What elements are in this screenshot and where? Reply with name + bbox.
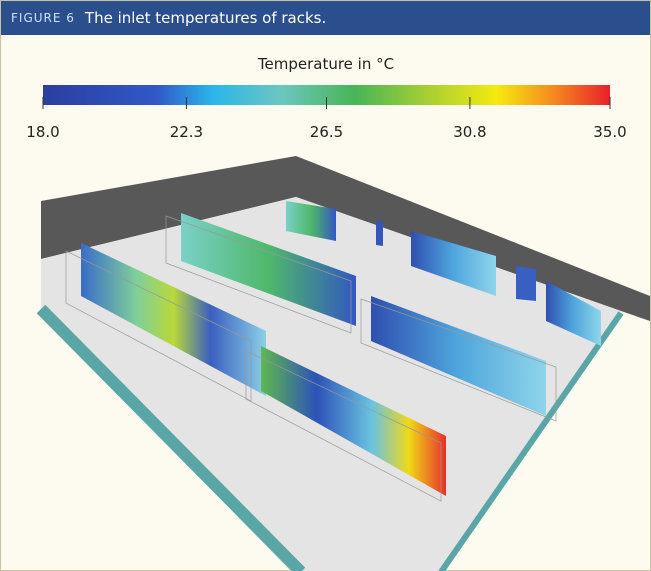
rack-panel — [376, 221, 383, 246]
rack-panel — [516, 266, 536, 301]
figure-header: FIGURE 6 The inlet temperatures of racks… — [1, 1, 650, 35]
tick-label: 26.5 — [310, 123, 343, 141]
tick-label: 22.3 — [170, 123, 203, 141]
tick-label: 18.0 — [26, 123, 59, 141]
colorbar-label: Temperature in °C — [257, 55, 394, 73]
tick-label: 30.8 — [453, 123, 486, 141]
figure-title: The inlet temperatures of racks. — [85, 9, 326, 27]
tick-label: 35.0 — [593, 123, 626, 141]
rack-scene — [1, 151, 650, 571]
figure-label: FIGURE 6 — [11, 11, 75, 25]
colorbar: Temperature in °C 18.0 22.3 26.5 30.8 35.0 — [1, 37, 650, 157]
figure: FIGURE 6 The inlet temperatures of racks… — [0, 0, 651, 571]
